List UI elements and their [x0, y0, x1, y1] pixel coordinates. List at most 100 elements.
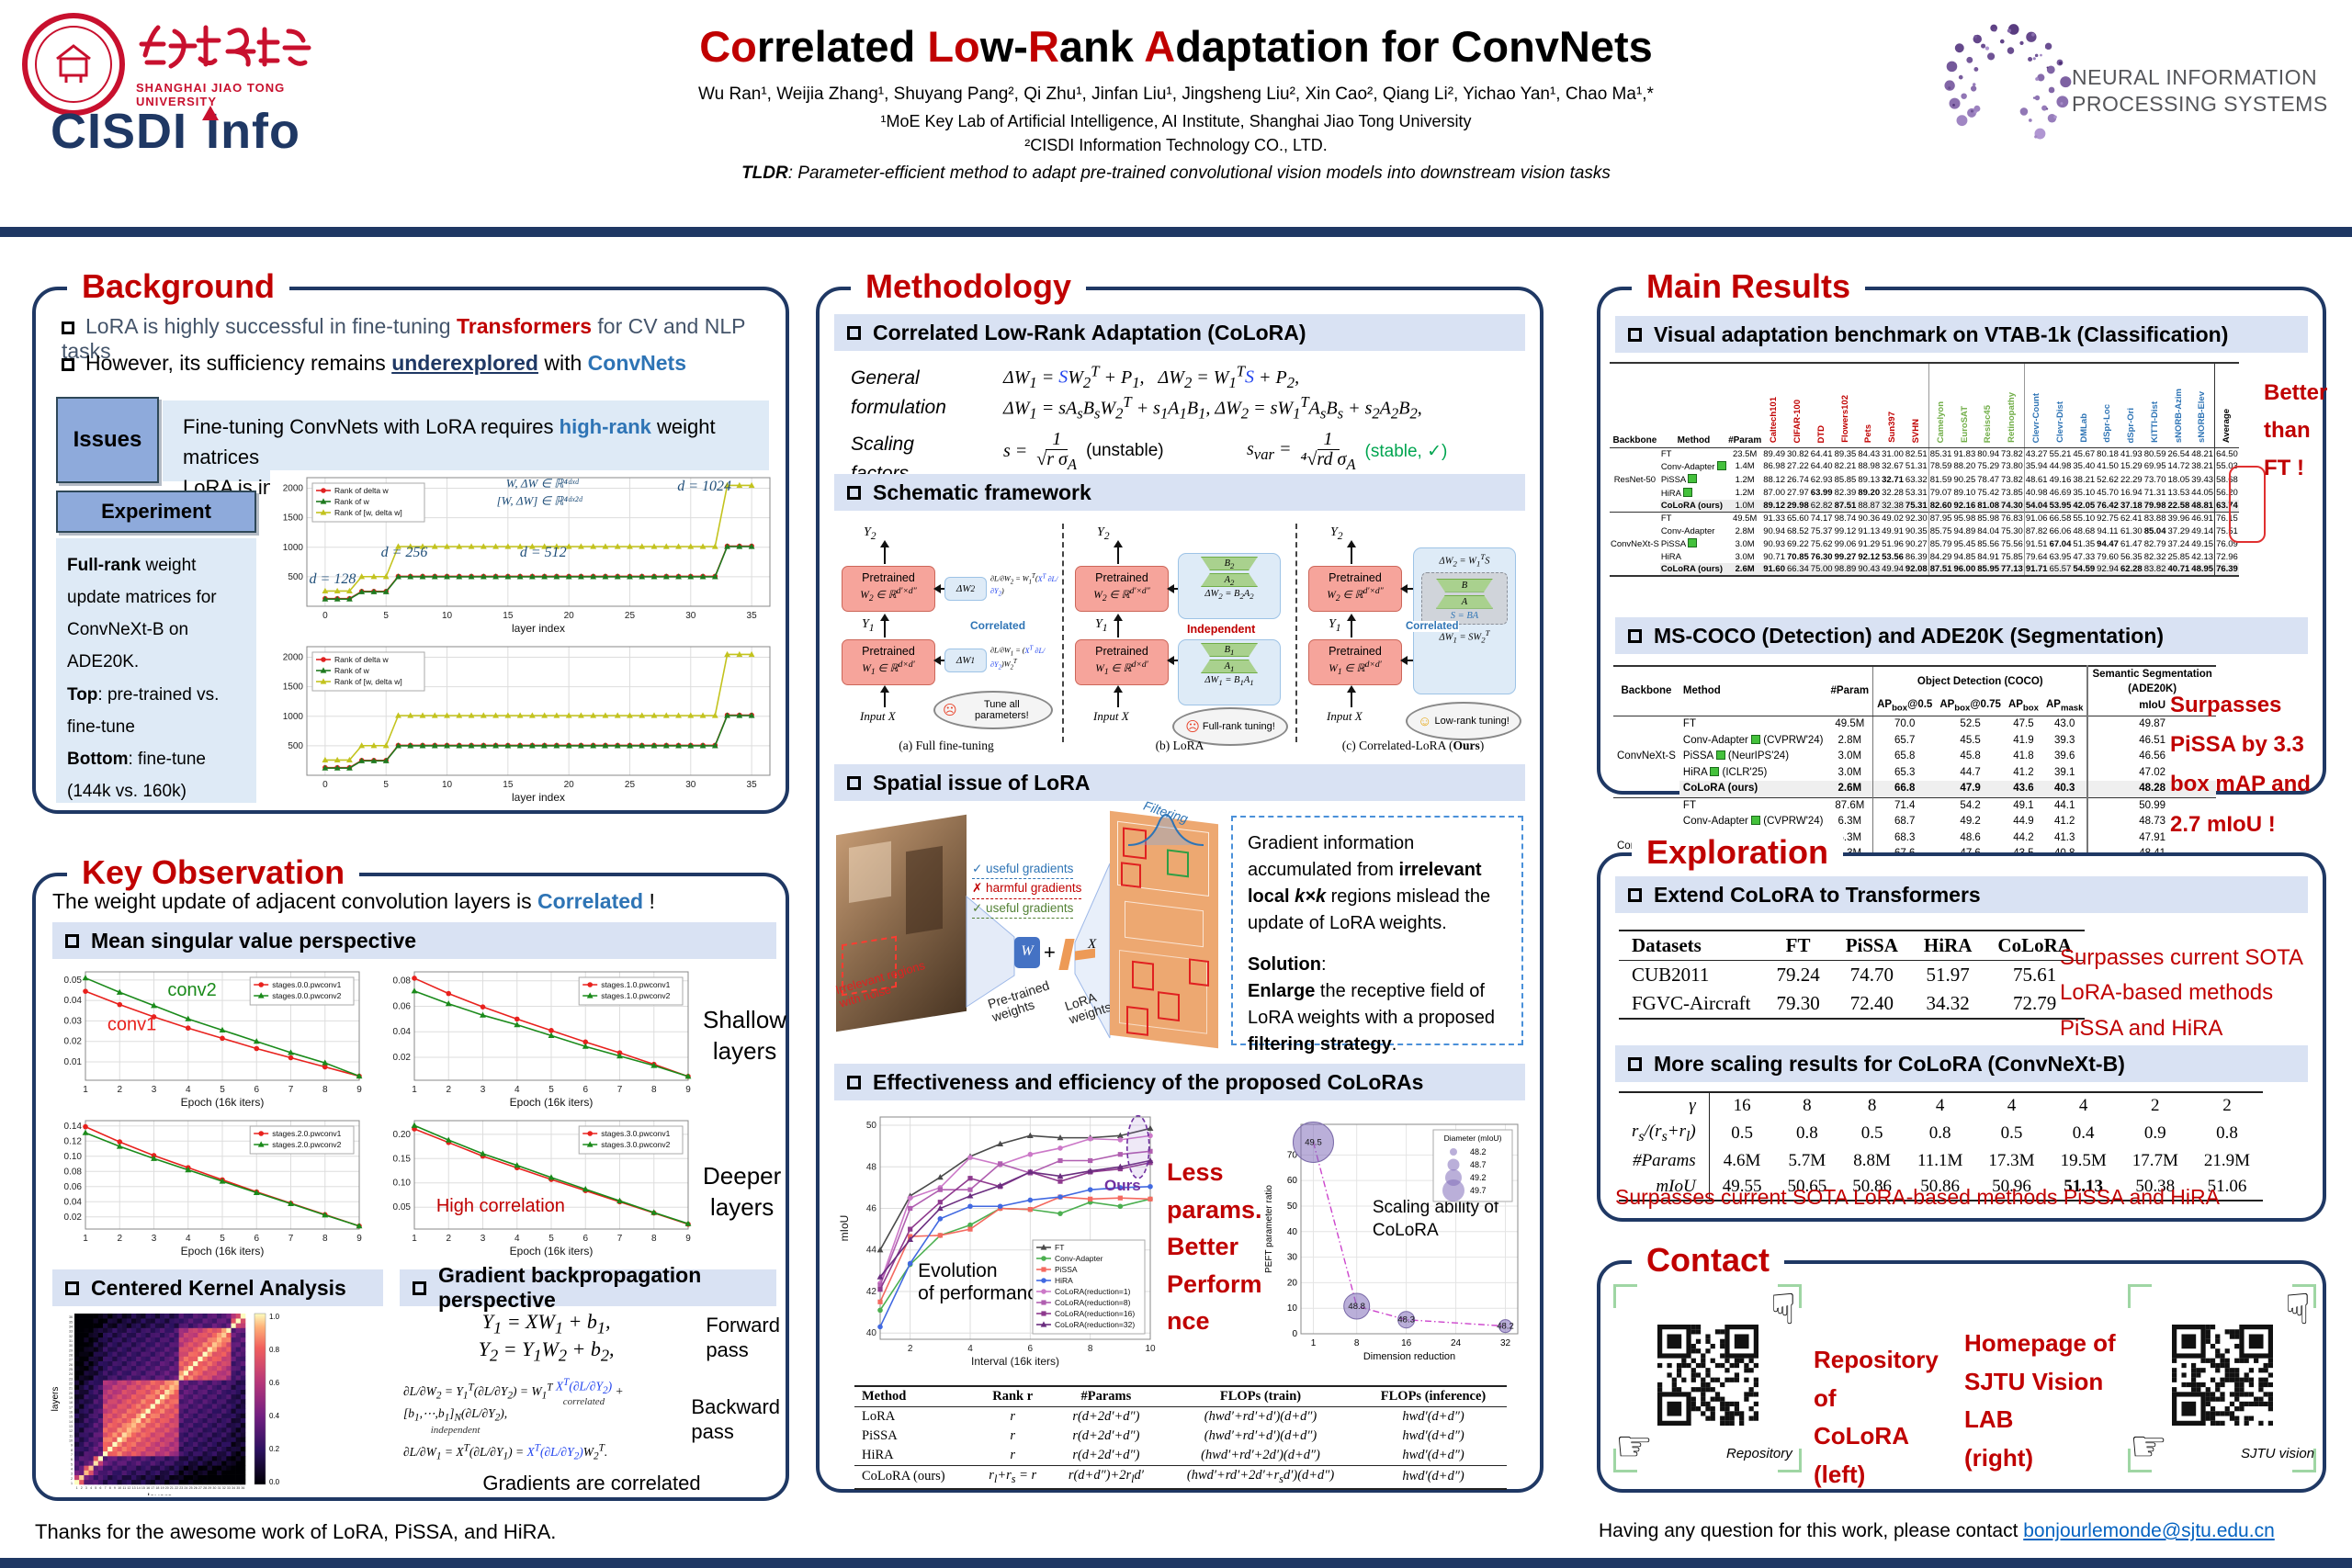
vtab-table: Backbone Method #Param Caltech101 CIFAR-100 D… [1610, 362, 2239, 578]
svg-text:CoLoRA(reduction=32): CoLoRA(reduction=32) [1055, 1320, 1135, 1329]
qr-repository[interactable]: ☟ ☞ Repository [1613, 1284, 1802, 1472]
svg-text:4: 4 [186, 1085, 191, 1095]
surpasses-pissa-note: Surpasses PiSSA by 3.3 box mAP and 2.7 mIoU… [2170, 693, 2311, 837]
svg-text:9: 9 [114, 1486, 116, 1490]
repository-note: Repository of CoLoRA (left) [1814, 1346, 1939, 1488]
svg-text:48.8: 48.8 [1348, 1302, 1365, 1312]
svg-text:25: 25 [625, 780, 636, 790]
svg-text:17: 17 [69, 1405, 73, 1409]
homepage-note: Homepage of SJTU Vision LAB (right) [1964, 1329, 2116, 1472]
scaling-eq-unstable: s = 1 √r σA (unstable) [1003, 429, 1164, 473]
svg-text:8: 8 [322, 1234, 328, 1244]
svg-text:4: 4 [186, 1234, 191, 1244]
better-than-ft-note: Better than FT ! [2264, 380, 2328, 480]
sv-chart-stage1: 0.02 0.04 0.06 0.08 1 2 3 4 5 6 7 8 9 Epoch (16k iter… [378, 964, 695, 1110]
subheader-transformers: Extend CoLoRA to Transformers [1615, 876, 2308, 913]
svg-text:6: 6 [99, 1486, 101, 1490]
subheader-gradient-backprop: Gradient backpropagation perspective [400, 1263, 776, 1312]
filtering-curve-icon [1127, 814, 1204, 846]
svg-text:25: 25 [189, 1486, 193, 1490]
schematic-divider [1295, 524, 1297, 742]
svg-text:0.03: 0.03 [64, 1016, 83, 1026]
svg-text:36: 36 [241, 1486, 244, 1490]
svg-text:24: 24 [1451, 1338, 1462, 1348]
svg-text:30: 30 [69, 1344, 73, 1348]
table-row: mIoU 49.55 50.65 50.86 50.86 50.96 51.13 50.38 5… [1619, 1173, 2263, 1201]
table-row: PiSSA (NeurIPS'24) 3.0M 65.8 45.8 41.8 39.6 46… [1613, 749, 2216, 765]
svg-text:27: 27 [198, 1486, 202, 1490]
svg-text:34: 34 [232, 1486, 235, 1490]
schematic-lora: Y2 Pretrained W2 ∈ ℝd′×d″ Y1 Pretrained W1… [1069, 520, 1290, 752]
table-row: HiRA r r(d+2d′+d″) (hwd′+rd′+2d′)(d+d″) hwd′… [862, 1448, 1464, 1462]
table-row: CoLoRA (ours) 1.0M 89.12 29.98 62.82 87.51 88.… [1659, 500, 2239, 513]
pretrained-weight-shape: W [1014, 937, 1040, 968]
svg-text:0.08: 0.08 [64, 1167, 83, 1177]
qr-sjtu-vision[interactable]: ☟ ☞ SJTU vision [2128, 1284, 2316, 1472]
svg-text:stages.3.0.pwconv2: stages.3.0.pwconv2 [601, 1140, 670, 1149]
svg-text:d = 1024: d = 1024 [677, 479, 731, 494]
square-bullet-icon [1628, 628, 1642, 643]
colora-eq-1: ΔW1 = SW2T + P1, ΔW2 = W1TS + P2, [1003, 362, 1300, 391]
svg-text:21: 21 [170, 1486, 174, 1490]
svg-text:19: 19 [69, 1396, 73, 1400]
svg-text:18: 18 [69, 1401, 73, 1404]
svg-text:1: 1 [71, 1482, 73, 1485]
svg-text:of performance: of performance [918, 1282, 1047, 1303]
svg-text:PiSSA: PiSSA [1055, 1265, 1078, 1274]
svg-text:Rank of w: Rank of w [334, 666, 370, 675]
spatial-issue-block: Irrelevant regions with noise W + X Pre-… [834, 798, 1525, 1055]
schematic-colora: Y2 Pretrained W2 ∈ ℝd′×d″ Y1 Pretrained W1… [1303, 520, 1523, 752]
svg-text:Epoch (16k iters): Epoch (16k iters) [510, 1096, 594, 1109]
subheader-coco: MS-COCO (Detection) and ADE20K (Segmenta… [1615, 617, 2308, 654]
backward-pass-label: Backward pass [691, 1394, 780, 1444]
svg-text:10: 10 [1145, 1344, 1156, 1354]
svg-text:layers: layers [148, 1493, 173, 1495]
hand-pointing-icon: ☟ [1770, 1285, 1796, 1333]
svg-text:10: 10 [118, 1486, 121, 1490]
svg-text:13: 13 [69, 1425, 73, 1428]
svg-text:layers: layers [51, 1387, 61, 1412]
affiliation-1: ¹MoE Key Lab of Artificial Intelligence,… [880, 112, 1472, 130]
svg-text:0.02: 0.02 [64, 1213, 83, 1223]
svg-text:49.2: 49.2 [1470, 1173, 1487, 1182]
footer-right: Having any question for this work, pleas… [1599, 1520, 2275, 1541]
contact-email-link[interactable]: bonjourlemonde@sjtu.edu.cn [2023, 1520, 2275, 1541]
forward-eq-1: Y1 = XW1 + b1, [481, 1310, 611, 1337]
sv-chart-stage0: 0.01 0.02 0.03 0.04 0.05 1 2 3 4 5 6 7 8 9 Epoch (16k … [49, 964, 367, 1110]
svg-text:Dimension reduction: Dimension reduction [1363, 1351, 1455, 1362]
gradients-correlated-caption: Gradients are correlated [482, 1471, 701, 1495]
table-row: PiSSA 3.0M 90.93 69.22 75.62 99.06 91.29 51.96… [1660, 537, 2239, 551]
svg-text:0.0: 0.0 [269, 1478, 280, 1486]
svg-text:9: 9 [356, 1085, 362, 1095]
svg-text:48.3: 48.3 [1397, 1315, 1415, 1325]
table-row: ResNet-50 FT 23.5M 89.49 30.82 64.41 89.35 84.4… [1613, 447, 2239, 485]
sv-chart-stage2: 0.02 0.04 0.06 0.08 0.10 0.12 0.14 1 2 3 4 5 6 7 8 9 Epo… [49, 1113, 367, 1258]
svg-text:2: 2 [81, 1486, 83, 1490]
svg-text:4: 4 [90, 1486, 92, 1490]
svg-text:6: 6 [254, 1234, 259, 1244]
svg-text:0.01: 0.01 [64, 1057, 83, 1067]
svg-text:20: 20 [564, 611, 575, 621]
tldr: TLDR: Parameter-efficient method to adap… [741, 164, 1611, 183]
subheader-mean-singular: Mean singular value perspective [52, 922, 776, 959]
subheader-vtab: Visual adaptation benchmark on VTAB-1k (… [1615, 316, 2308, 353]
svg-text:Rank of delta w: Rank of delta w [334, 655, 389, 664]
issues-text-box: Fine-tuning ConvNets with LoRA requires … [163, 400, 769, 499]
svg-text:8: 8 [109, 1486, 111, 1490]
svg-text:2000: 2000 [283, 653, 304, 663]
svg-text:Rank of w: Rank of w [334, 497, 370, 506]
svg-text:stages.2.0.pwconv1: stages.2.0.pwconv1 [272, 1129, 341, 1138]
square-bullet-icon [413, 1280, 426, 1295]
svg-text:0.15: 0.15 [393, 1154, 412, 1164]
cka-heatmap: 1 1 2 2 3 3 4 4 5 5 6 6 7 7 8 8 9 9 10 10 11 11 12 12 13 13 14 14 15… [51, 1312, 363, 1503]
svg-text:Diameter (mIoU): Diameter (mIoU) [1444, 1134, 1502, 1143]
svg-text:0.10: 0.10 [393, 1179, 412, 1189]
svg-text:Rank of [w, delta w]: Rank of [w, delta w] [334, 508, 402, 517]
svg-text:22: 22 [69, 1382, 73, 1386]
svg-text:Scaling ability of: Scaling ability of [1373, 1198, 1499, 1217]
background-bullet-2: However, its sufficiency remains underex… [62, 351, 686, 376]
svg-text:7: 7 [71, 1453, 73, 1457]
neurips-text-1: NEURAL INFORMATION [2072, 65, 2318, 89]
svg-text:HiRA: HiRA [1055, 1276, 1073, 1285]
svg-text:Rank of [w, delta w]: Rank of [w, delta w] [334, 677, 402, 686]
